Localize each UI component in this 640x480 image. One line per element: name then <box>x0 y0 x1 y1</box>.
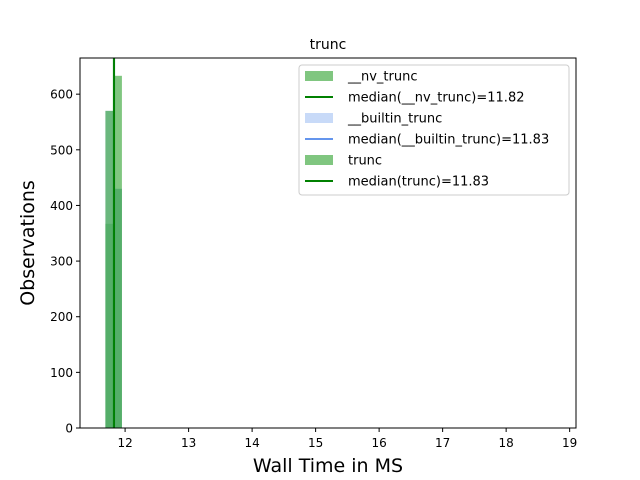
y-tick-label: 500 <box>50 143 73 157</box>
x-tick-label: 12 <box>117 436 132 450</box>
x-tick-label: 15 <box>308 436 323 450</box>
legend-swatch <box>305 113 333 123</box>
legend-swatch <box>305 71 333 81</box>
y-tick-label: 600 <box>50 88 73 102</box>
legend-swatch <box>305 155 333 165</box>
x-tick-label: 17 <box>435 436 450 450</box>
legend-box <box>298 64 570 196</box>
bar-trunc-0 <box>105 110 114 428</box>
y-tick-label: 100 <box>50 366 73 380</box>
legend-label: median(__builtin_trunc)=11.83 <box>348 133 549 148</box>
bars-layer <box>105 75 122 429</box>
x-axis-label: Wall Time in MS <box>253 455 403 477</box>
x-tick-label: 18 <box>499 436 514 450</box>
x-axis-ticks: 12 13 14 15 16 17 18 19 <box>117 428 577 450</box>
x-tick-label: 16 <box>371 436 386 450</box>
y-axis-ticks: 0 100 200 300 400 500 600 <box>50 88 80 436</box>
x-tick-label: 19 <box>562 436 577 450</box>
legend-label: median(__nv_trunc)=11.82 <box>348 91 524 106</box>
chart-title: trunc <box>310 37 347 53</box>
bar-trunc-1 <box>113 188 122 428</box>
y-axis-label: Observations <box>17 180 39 306</box>
y-tick-label: 200 <box>50 310 73 324</box>
legend-label: trunc <box>348 154 382 169</box>
x-tick-label: 14 <box>244 436 259 450</box>
legend: __nv_trunc median(__nv_trunc)=11.82 __buil… <box>298 64 570 196</box>
median-lines-layer <box>112 58 116 428</box>
legend-label: median(trunc)=11.83 <box>348 175 489 190</box>
x-tick-label: 13 <box>181 436 196 450</box>
y-tick-label: 0 <box>65 422 73 436</box>
y-tick-label: 300 <box>50 255 73 269</box>
plot-frame <box>79 57 577 429</box>
y-tick-label: 400 <box>50 199 73 213</box>
legend-label: __builtin_trunc <box>347 112 442 127</box>
legend-label: __nv_trunc <box>347 70 418 85</box>
